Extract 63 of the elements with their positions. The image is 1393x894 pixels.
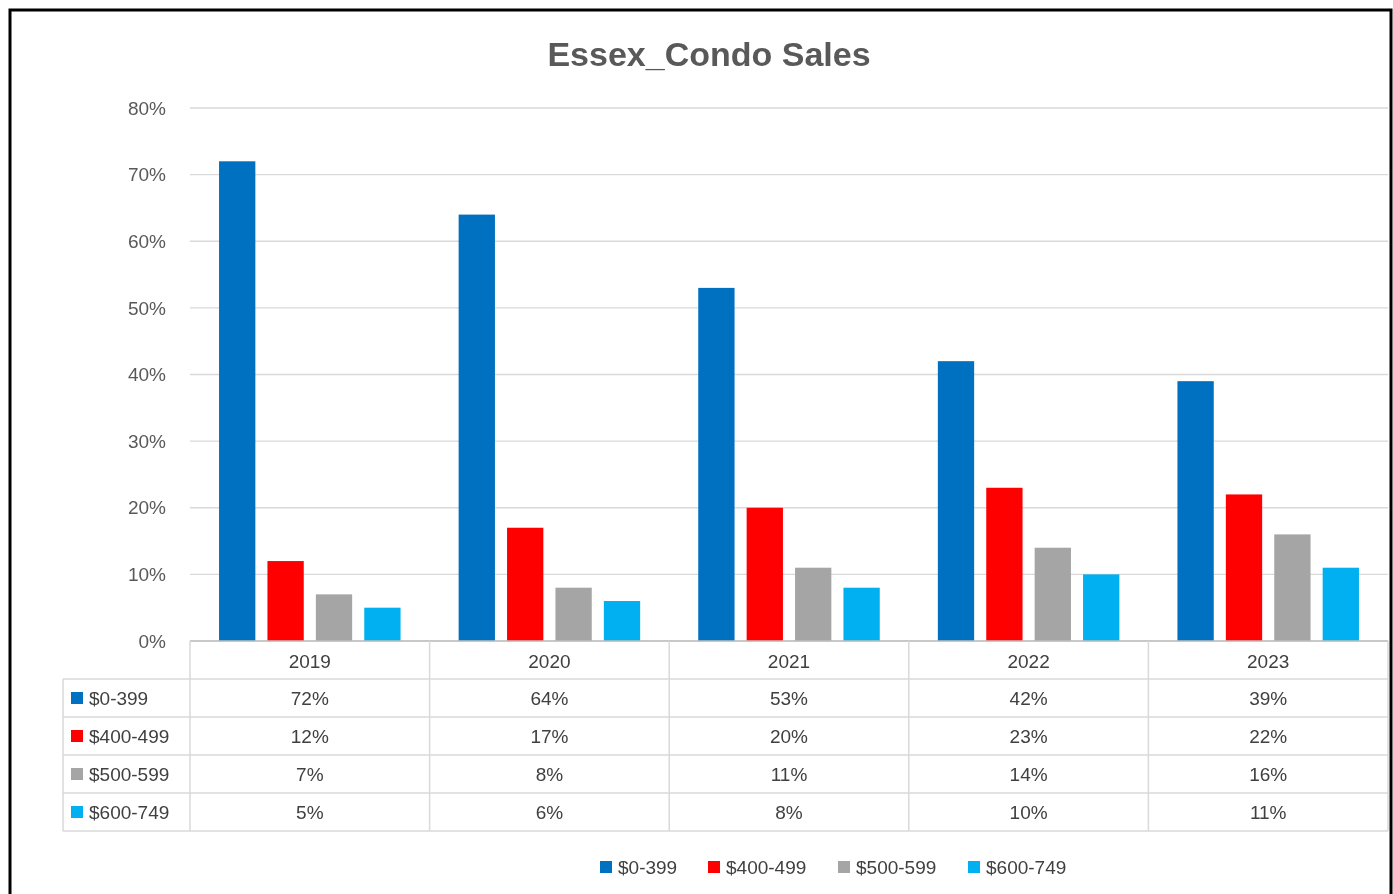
data-label: 8% bbox=[535, 763, 564, 785]
y-tick-label: 0% bbox=[138, 630, 167, 652]
legend-label: $600-749 bbox=[986, 856, 1067, 878]
x-tick-label: 2020 bbox=[528, 650, 571, 672]
data-label: 17% bbox=[530, 725, 569, 747]
y-tick-label: 20% bbox=[127, 497, 167, 519]
bar bbox=[1034, 547, 1071, 641]
bar bbox=[458, 214, 495, 641]
bar bbox=[937, 361, 975, 641]
data-label: 42% bbox=[1009, 687, 1048, 709]
data-label: 53% bbox=[769, 687, 809, 709]
y-tick-label: 80% bbox=[127, 97, 167, 119]
bar bbox=[1274, 534, 1311, 641]
bar bbox=[1322, 567, 1359, 641]
bar bbox=[986, 487, 1023, 641]
text: $500-599 bbox=[856, 856, 937, 878]
data-label: 6% bbox=[535, 801, 564, 823]
data-label: 11% bbox=[1249, 801, 1287, 823]
bar bbox=[267, 561, 304, 641]
data-label: 16% bbox=[1249, 763, 1288, 785]
bar bbox=[795, 567, 832, 641]
data-label: 14% bbox=[1009, 763, 1048, 785]
data-label: 64% bbox=[530, 687, 569, 709]
bar bbox=[507, 527, 544, 641]
y-tick-label: 10% bbox=[127, 564, 167, 586]
text: $0-399 bbox=[618, 856, 678, 878]
bar bbox=[698, 287, 735, 641]
data-label: 23% bbox=[1009, 725, 1048, 747]
data-label: 7% bbox=[296, 763, 324, 785]
data-label: 22% bbox=[1249, 725, 1288, 747]
bar bbox=[219, 161, 256, 641]
bar bbox=[603, 601, 641, 641]
legend-label: $0-399 bbox=[89, 687, 149, 709]
chart-title: Essex_Condo Sales bbox=[547, 35, 871, 73]
x-tick-label: 2023 bbox=[1247, 650, 1290, 672]
data-label: 72% bbox=[290, 687, 329, 709]
bar bbox=[1083, 574, 1120, 641]
bar bbox=[843, 587, 880, 641]
text: $400-499 bbox=[726, 856, 807, 878]
y-tick-label: 40% bbox=[127, 364, 167, 386]
bar bbox=[315, 594, 353, 641]
bar bbox=[555, 587, 592, 641]
data-label: 39% bbox=[1249, 687, 1288, 709]
legend-label: $400-499 bbox=[89, 725, 170, 747]
data-label: 10% bbox=[1009, 801, 1048, 823]
data-label: 5% bbox=[296, 801, 324, 823]
legend-label: $500-599 bbox=[89, 763, 170, 785]
data-label: 20% bbox=[769, 725, 809, 747]
data-label: 11% bbox=[770, 763, 808, 785]
bar bbox=[1225, 494, 1263, 641]
y-tick-label: 60% bbox=[127, 230, 167, 252]
x-tick-label: 2022 bbox=[1007, 650, 1050, 672]
bar bbox=[1177, 381, 1214, 641]
bar bbox=[746, 507, 783, 641]
y-tick-label: 30% bbox=[127, 430, 167, 452]
x-tick-label: 2019 bbox=[288, 650, 331, 672]
x-tick-label: 2021 bbox=[767, 650, 811, 672]
bar bbox=[364, 607, 401, 641]
data-label: 12% bbox=[290, 725, 329, 747]
y-tick-label: 50% bbox=[127, 297, 167, 319]
text: $600-749 bbox=[89, 801, 170, 823]
y-tick-label: 70% bbox=[127, 164, 167, 186]
data-label: 8% bbox=[775, 801, 803, 823]
